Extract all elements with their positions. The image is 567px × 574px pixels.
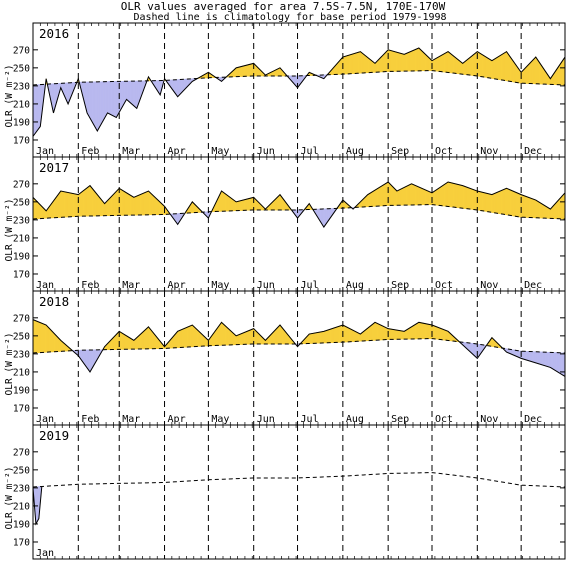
y-tick-label: 190	[13, 519, 30, 530]
y-axis-label: OLR (W m⁻²)	[4, 333, 15, 396]
y-tick-label: 230	[13, 349, 30, 360]
y-tick-label: 170	[13, 135, 30, 146]
month-label-nov: Nov	[480, 146, 498, 157]
month-label-jul: Jul	[301, 414, 319, 425]
month-label-jan: Jan	[36, 280, 54, 291]
y-tick-label: 210	[13, 367, 30, 378]
panel-frame	[33, 291, 565, 425]
y-axis-label: OLR (W m⁻²)	[4, 199, 15, 262]
month-label-feb: Feb	[81, 280, 99, 291]
month-label-dec: Dec	[524, 414, 542, 425]
month-label-apr: Apr	[168, 414, 186, 425]
month-label-aug: Aug	[346, 414, 364, 425]
month-label-mar: Mar	[122, 146, 140, 157]
year-label: 2017	[39, 160, 69, 175]
month-label-jan: Jan	[36, 414, 54, 425]
month-label-apr: Apr	[168, 280, 186, 291]
month-label-jun: Jun	[257, 146, 275, 157]
month-label-sep: Sep	[391, 146, 409, 157]
y-tick-label: 210	[13, 99, 30, 110]
month-label-mar: Mar	[122, 280, 140, 291]
month-label-may: May	[211, 146, 229, 157]
y-tick-label: 230	[13, 81, 30, 92]
panel-2016: 170 190 210 230 250 270 Jan Feb Mar Apr May Jun Jul A…	[4, 23, 565, 157]
chart-subtitle: Dashed line is climatology for base peri…	[133, 12, 446, 23]
y-tick-label: 250	[13, 331, 30, 342]
month-label-feb: Feb	[81, 146, 99, 157]
y-tick-label: 270	[13, 45, 30, 56]
y-tick-label: 230	[13, 215, 30, 226]
panel-frame	[33, 157, 565, 291]
year-label: 2019	[39, 428, 69, 443]
month-label-may: May	[211, 280, 229, 291]
y-tick-label: 190	[13, 251, 30, 262]
month-label-sep: Sep	[391, 280, 409, 291]
panel-2017: 170 190 210 230 250 270 Jan Feb Mar Apr May Jun Jul A…	[4, 157, 565, 291]
month-label-feb: Feb	[81, 414, 99, 425]
year-label: 2018	[39, 294, 69, 309]
month-label-may: May	[211, 414, 229, 425]
month-label-mar: Mar	[122, 414, 140, 425]
month-label-oct: Oct	[435, 146, 453, 157]
month-label-nov: Nov	[480, 280, 498, 291]
y-tick-label: 270	[13, 313, 30, 324]
month-label-jun: Jun	[257, 414, 275, 425]
y-axis-label: OLR (W m⁻²)	[4, 65, 15, 128]
month-label-jul: Jul	[301, 146, 319, 157]
y-tick-label: 210	[13, 233, 30, 244]
y-tick-label: 170	[13, 403, 30, 414]
y-tick-label: 250	[13, 197, 30, 208]
panel-2018: 170 190 210 230 250 270 Jan Feb Mar Apr May Jun Jul A…	[4, 291, 565, 425]
month-label-jan: Jan	[36, 548, 54, 559]
y-tick-label: 270	[13, 447, 30, 458]
month-label-dec: Dec	[524, 280, 542, 291]
y-tick-label: 190	[13, 117, 30, 128]
y-tick-label: 230	[13, 483, 30, 494]
month-label-dec: Dec	[524, 146, 542, 157]
month-label-sep: Sep	[391, 414, 409, 425]
month-label-jan: Jan	[36, 146, 54, 157]
panel-2019: 170 190 210 230 250 270 Jan 2019 OLR (W m⁻²)	[4, 425, 565, 559]
year-label: 2016	[39, 26, 69, 41]
climatology-line	[33, 473, 565, 487]
month-label-jun: Jun	[257, 280, 275, 291]
y-tick-label: 170	[13, 537, 30, 548]
month-label-oct: Oct	[435, 414, 453, 425]
month-label-apr: Apr	[168, 146, 186, 157]
y-tick-label: 250	[13, 465, 30, 476]
month-label-jul: Jul	[301, 280, 319, 291]
y-tick-label: 190	[13, 385, 30, 396]
panel-frame	[33, 425, 565, 559]
month-label-aug: Aug	[346, 280, 364, 291]
month-label-aug: Aug	[346, 146, 364, 157]
y-tick-label: 270	[13, 179, 30, 190]
month-label-oct: Oct	[435, 280, 453, 291]
y-tick-label: 170	[13, 269, 30, 280]
month-label-nov: Nov	[480, 414, 498, 425]
y-tick-label: 210	[13, 501, 30, 512]
y-tick-label: 250	[13, 63, 30, 74]
y-axis-label: OLR (W m⁻²)	[4, 467, 15, 530]
